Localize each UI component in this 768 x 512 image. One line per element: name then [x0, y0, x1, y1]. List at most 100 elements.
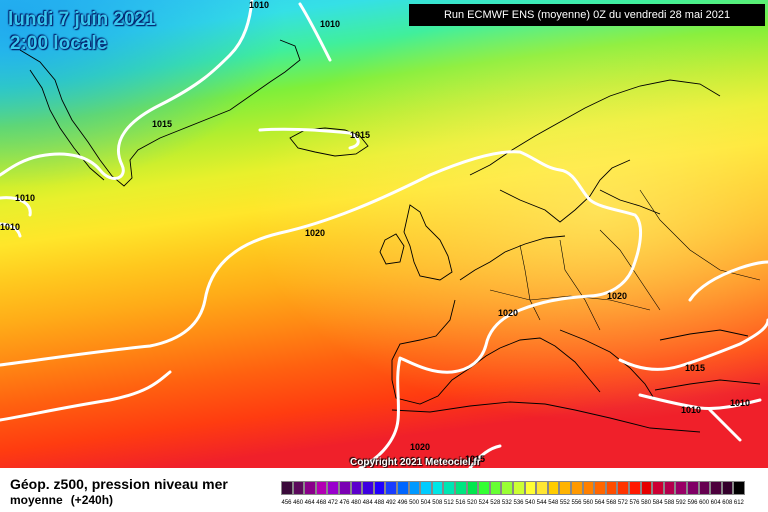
scale-swatch [721, 481, 734, 495]
scale-label: 500 [409, 500, 420, 506]
isobar-label: 1010 [730, 398, 750, 408]
scale-label: 528 [490, 500, 501, 506]
isobar-1015-east [618, 318, 768, 371]
scale-label: 536 [513, 500, 524, 506]
isobar-label: 1010 [320, 19, 340, 29]
scale-swatch [478, 481, 490, 495]
scale-label: 464 [304, 500, 315, 506]
scale-swatch [652, 481, 664, 495]
scale-label: 564 [594, 500, 605, 506]
isobar-1010-west [0, 196, 32, 217]
scale-swatch [281, 481, 293, 495]
scale-swatch [455, 481, 467, 495]
scale-swatch [571, 481, 583, 495]
scale-label: 520 [467, 500, 478, 506]
turkey-coast [654, 379, 761, 391]
scale-label: 544 [536, 500, 547, 506]
scale-label: 596 [687, 500, 698, 506]
scale-swatch [385, 481, 397, 495]
border-line [489, 289, 651, 311]
scale-label: 492 [385, 500, 396, 506]
scale-swatch [629, 481, 641, 495]
scale-label: 496 [397, 500, 408, 506]
scale-swatch [350, 481, 363, 495]
scale-swatch [605, 481, 618, 495]
map-canvas: 1010 1010 1015 1015 1010 1010 1020 1020 … [0, 0, 768, 468]
isobar-label: 1020 [498, 308, 518, 318]
scale-label: 580 [641, 500, 652, 506]
norway-coast [469, 79, 721, 176]
isobar-label: 1010 [681, 405, 701, 415]
coastlines [19, 39, 761, 433]
greenland-west-coast [29, 69, 105, 181]
scale-swatch [710, 481, 722, 495]
scale-label: 524 [478, 500, 489, 506]
north-sea-coast [459, 235, 566, 281]
scale-swatch [339, 481, 351, 495]
scale-swatch [397, 481, 409, 495]
scale-swatch [292, 481, 305, 495]
scale-label: 592 [675, 500, 686, 506]
subtitle-text: moyenne [10, 493, 63, 507]
isobar-1010-top [298, 2, 332, 62]
scale-label: 552 [559, 500, 570, 506]
isobar-label: 1015 [152, 119, 172, 129]
border-line [559, 239, 601, 331]
scale-swatch [547, 481, 560, 495]
border-line [599, 229, 661, 311]
scale-swatch [362, 481, 374, 495]
scale-swatch [501, 481, 513, 495]
scale-swatch [675, 481, 687, 495]
scale-swatch [582, 481, 595, 495]
forecast-date: lundi 7 juin 2021 [8, 9, 156, 30]
scale-label: 472 [327, 500, 338, 506]
forecast-time: 2:00 locale [10, 33, 108, 54]
legend-footer: Géop. z500, pression niveau mer moyenne (… [0, 468, 768, 512]
iceland-coast [289, 127, 369, 157]
scale-label: 488 [374, 500, 385, 506]
isobar-label: 1015 [465, 454, 485, 464]
isobar-1010-east [638, 393, 762, 410]
scale-label: 548 [548, 500, 559, 506]
scale-swatch [536, 481, 548, 495]
scale-swatch [315, 481, 328, 495]
scale-swatch [733, 481, 745, 495]
scale-label: 600 [699, 500, 710, 506]
scale-swatch [443, 481, 455, 495]
scale-swatch [466, 481, 479, 495]
scale-label: 572 [617, 500, 628, 506]
scale-label: 576 [629, 500, 640, 506]
greenland-coast [19, 39, 301, 187]
copyright-notice: Copyright 2021 Meteociel.fr [350, 457, 481, 468]
run-info-banner: Run ECMWF ENS (moyenne) 0Z du vendredi 2… [409, 4, 765, 26]
isobar-1020 [0, 150, 643, 468]
isobar-1015-north [0, 0, 254, 180]
scale-swatch [304, 481, 316, 495]
forecast-hours: (+240h) [70, 493, 114, 507]
scale-swatch [663, 481, 676, 495]
scale-label: 588 [664, 500, 675, 506]
scale-label: 484 [362, 500, 373, 506]
isobar-label: 1020 [410, 442, 430, 452]
scale-swatch [698, 481, 711, 495]
scale-label: 612 [733, 500, 744, 506]
scale-label: 504 [420, 500, 431, 506]
isobar-1020-sw [0, 370, 172, 422]
scale-swatch [524, 481, 537, 495]
scale-label: 540 [525, 500, 536, 506]
map-title: Géop. z500, pression niveau mer [10, 476, 228, 492]
scale-label: 508 [432, 500, 443, 506]
scale-label: 516 [455, 500, 466, 506]
isobar-label: 1010 [0, 222, 20, 232]
isobar-1015-south [468, 444, 502, 468]
scale-label: 468 [316, 500, 327, 506]
isobar-1010-se [708, 408, 742, 442]
scale-swatch [431, 481, 444, 495]
isobars [0, 0, 768, 468]
scale-swatch [327, 481, 339, 495]
scale-swatch [594, 481, 606, 495]
north-africa-coast [391, 401, 701, 433]
isobar-1010-west2 [0, 222, 22, 238]
isobar-label: 1020 [305, 228, 325, 238]
map-area: 1010 1010 1015 1015 1010 1010 1020 1020 … [0, 0, 768, 468]
